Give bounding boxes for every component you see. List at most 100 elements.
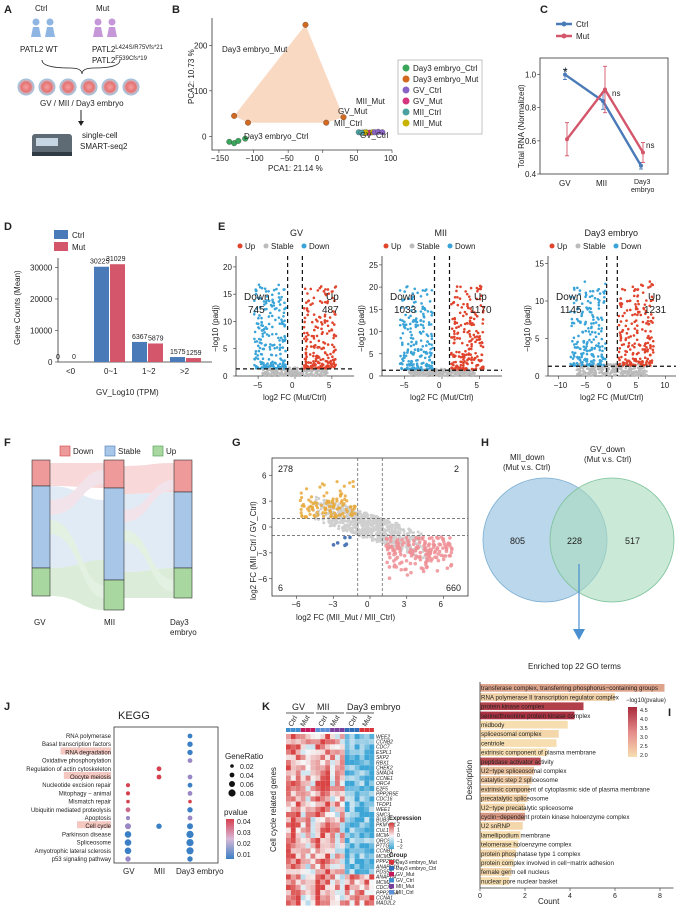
volcano-point-stable [585,367,589,370]
pca-legend-box [397,59,483,135]
volcano-point-down [404,354,408,358]
go-legend-tick: 2.5 [640,744,648,750]
volcano-point-up [642,307,646,311]
volcano-point-up [651,298,655,302]
heatmap-cell [344,879,350,885]
heatmap-cell [286,890,291,896]
volcano-point-down [573,311,576,314]
quadrant-point-ns [407,531,411,535]
kegg-stage-label: Day3 embryo [176,867,224,876]
volcano-point-up [645,363,648,366]
volcano-point-stable [600,369,603,373]
heatmap-cell [320,770,326,776]
heatmap-gene-label: MCM4 [376,833,391,839]
volcano-point-down [592,321,595,325]
heatmap-cell [339,734,345,740]
quadrant-point-top-left [350,511,354,515]
heatmap-cell [335,786,340,792]
volcano-point-up [648,280,652,283]
volcano-axes [235,256,354,377]
go-bar [480,748,548,757]
volcano-point-stable [603,372,606,375]
heatmap-cell [325,765,331,771]
heatmap-cell [305,786,311,792]
volcano-point-down [426,340,429,344]
volcano-point-stable [640,372,643,376]
heatmap-cell [290,765,296,771]
volcano-point-up [317,339,321,343]
quadrant-point-top-left [345,509,349,514]
bar-ytick-label: 0 [48,358,53,367]
heatmap-cell [286,806,291,812]
volcano-point-up [617,323,621,327]
heatmap-gene-label: CCNB1 [376,849,393,855]
volcano-point-up [332,334,336,337]
heatmap-cell [354,806,360,812]
volcano-point-stable [598,371,601,374]
volcano-ytick-label: 10 [535,297,544,306]
volcano-point-up [316,326,320,329]
volcano-point-stable [264,370,267,374]
volcano-point-up [453,332,456,336]
volcano-point-up [637,302,640,306]
volcano-point-up [637,343,641,346]
heatmap-cell [320,801,326,807]
quadrant-point-ns [357,528,361,532]
volcano-point-up [479,285,483,289]
quadrant-count-bottom-right: 660 [446,583,461,593]
heatmap-cell [344,827,350,833]
quadrant-point-bottom-right [386,542,390,546]
go-legend-tick: 2.0 [640,753,648,759]
volcano-point-up [628,348,632,351]
heatmap-cell [349,858,355,864]
volcano-point-up [647,322,651,326]
quadrant-point-ns [343,523,347,527]
volcano-point-up [648,361,651,365]
volcano-ytick-label: 5 [223,345,228,354]
heatmap-cell [359,754,365,760]
heatmap-expr-tick: 1 [397,828,400,834]
heatmap-cond-label: Ctrl [348,715,360,728]
heatmap-cell [295,832,301,838]
heatmap-cell [344,765,350,771]
volcano-point-down [252,312,256,316]
heatmap-cell [354,770,360,776]
quadrant-point-ns [349,527,353,531]
heatmap-cell [369,780,375,786]
kegg-term-label: Parkinson disease [62,832,112,838]
heatmap-cell [305,812,311,818]
volcano-point-up [470,361,474,365]
volcano-point-up [648,304,652,308]
volcano-point-up [633,345,636,349]
volcano-legend-up-swatch [549,243,555,249]
volcano-point-down [428,355,431,359]
volcano-point-down [586,299,590,303]
volcano-point-up [625,332,629,335]
volcano-point-down [590,340,593,344]
go-bar [480,766,534,775]
heatmap-cell [295,760,301,766]
go-xlabel: Count [538,897,560,906]
heatmap-cell [300,806,306,812]
panel-label-f: F [4,437,11,449]
volcano-point-down [270,353,274,357]
heatmap-gene-label: CHEK2 [376,766,393,772]
quadrant-xtick-label: 3 [402,600,407,609]
volcano-point-up [462,302,465,306]
volcano-point-up [306,313,310,317]
volcano-point-down [415,367,418,370]
heatmap-cell [295,900,301,906]
quadrant-point-ns [387,528,391,532]
volcano-point-up [324,288,327,291]
heatmap-cell [310,796,316,802]
volcano-point-down [408,364,411,367]
heatmap-cell [315,822,321,828]
heatmap-cell [369,822,375,828]
volcano-title: MII [435,228,448,238]
volcano-point-up [619,305,623,308]
volcano-point-up [482,305,485,309]
heatmap-group-bar [305,728,311,732]
heatmap-gene-label: CDC16 [376,797,393,803]
heatmap-cell [300,832,306,838]
heatmap-cell [300,760,306,766]
